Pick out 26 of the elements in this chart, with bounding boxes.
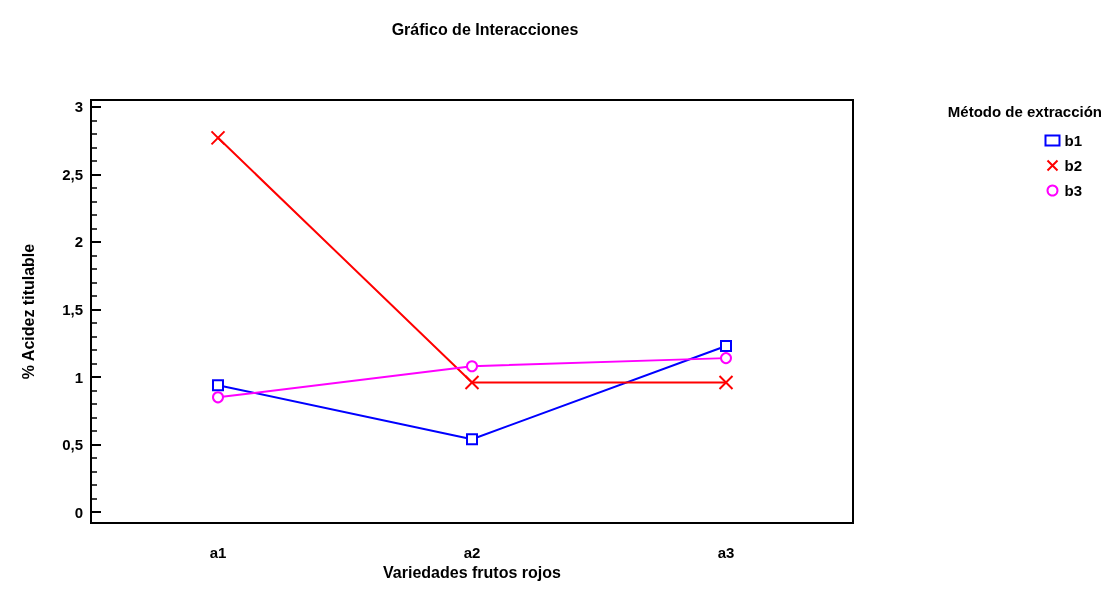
legend-title: Método de extracción [947, 103, 1103, 120]
point [212, 379, 224, 392]
point [720, 352, 732, 365]
chart-title: Gráfico de Interacciones [391, 20, 579, 38]
point [464, 374, 480, 390]
y-tick-label: 1 [74, 368, 83, 386]
legend-label: b3 [1064, 182, 1083, 199]
legend-label: b2 [1064, 157, 1083, 174]
y-tick-label: 2 [74, 233, 83, 251]
point [466, 433, 478, 446]
point [212, 391, 224, 404]
y-tick-label: 0,5 [62, 436, 83, 454]
y-tick-label: 2,5 [62, 165, 83, 183]
x-axis-title: Variedades frutos rojos [383, 564, 562, 582]
point [718, 374, 734, 390]
y-tick-label: 1,5 [62, 300, 83, 318]
x-tick-label: a3 [717, 544, 735, 561]
legend-label: b1 [1064, 132, 1083, 149]
y-tick-label: 3 [74, 98, 83, 116]
x-tick-label: a2 [463, 544, 481, 561]
y-tick-label: 0 [74, 503, 83, 521]
y-axis-title: % Acidez titulable [19, 243, 37, 380]
point [466, 360, 478, 373]
point [210, 130, 226, 146]
point [720, 339, 732, 352]
x-tick-label: a1 [209, 544, 227, 561]
